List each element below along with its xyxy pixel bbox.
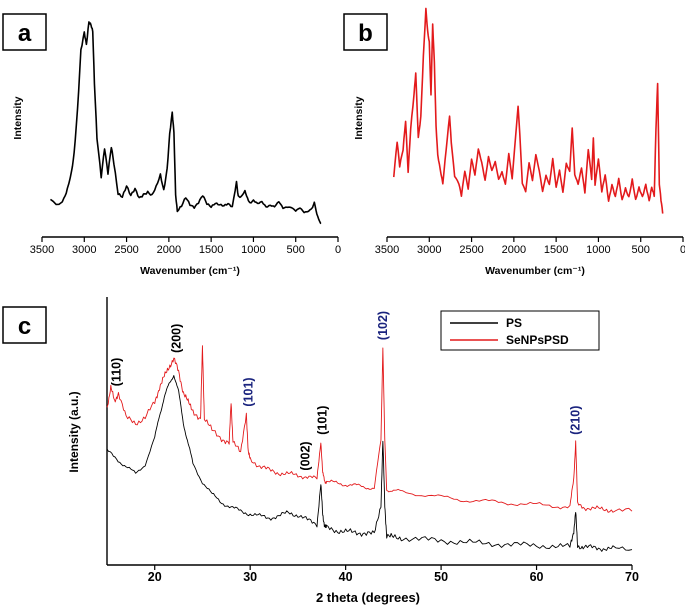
peak-label-6: (210): [569, 406, 583, 435]
panel-a: a Intensity Wavenumber (cm⁻¹) 3500 3000 25…: [2, 13, 341, 277]
panel-b-x-tick-label-0: 3500: [375, 244, 399, 256]
panel-c-series-line-ps: [106, 375, 633, 552]
panel-b-x-tick-label-5: 1000: [586, 244, 610, 256]
panel-c-x-ticks: 20 30 40 50 60 70: [148, 565, 639, 584]
panel-c-x-tick-label-4: 60: [530, 570, 544, 584]
panel-c-letter: c: [18, 313, 31, 340]
peak-label-4: (101): [316, 406, 330, 435]
panel-a-label-box: [2, 13, 47, 51]
panel-c-x-tick-label-1: 30: [243, 570, 257, 584]
legend: PS SeNPsPSD: [440, 310, 600, 351]
panel-a-series-line-spectrum: [49, 21, 322, 225]
panel-b-xlabel: Wavenumber (cm⁻¹): [485, 265, 585, 277]
panel-a-x-tick-label-3: 2000: [157, 244, 181, 256]
peak-label-5: (102): [376, 311, 390, 340]
legend-label-senpspsd: SeNPsPSD: [506, 333, 569, 347]
peak-label-0: (110): [110, 358, 124, 387]
panel-c-label-box: [2, 306, 47, 344]
panel-a-xlabel: Wavenumber (cm⁻¹): [140, 265, 240, 277]
panel-a-series-group: [49, 21, 322, 225]
panel-b: b Intensity Wavenumber (cm⁻¹) 3500 3000 25…: [343, 7, 685, 277]
panel-a-x-tick-label-1: 3000: [72, 244, 96, 256]
peak-label-2: (101): [241, 377, 255, 406]
panel-a-x-tick-label-4: 1500: [199, 244, 223, 256]
panel-b-x-tick-label-7: 0: [680, 244, 685, 256]
panel-b-label-box: [343, 13, 388, 51]
panel-a-x-tick-label-6: 500: [287, 244, 305, 256]
panel-c-series-group: [106, 345, 633, 552]
panel-b-x-ticks: 3500 3000 2500 2000 1500 1000 500 0: [375, 237, 685, 256]
panel-b-series-group: [392, 7, 664, 214]
panel-b-ylabel: Intensity: [353, 96, 365, 139]
panel-c-x-tick-label-0: 20: [148, 570, 162, 584]
panel-c-peak-annotations: (110)(200)(101)(002)(101)(102)(210): [110, 311, 583, 471]
panel-b-series-line-spectrum: [392, 7, 664, 214]
panel-b-letter: b: [358, 20, 373, 47]
panel-a-x-ticks: 3500 3000 2500 2000 1500 1000 500 0: [30, 237, 341, 256]
peak-label-3: (002): [299, 441, 313, 470]
legend-box: [440, 310, 600, 351]
panel-b-x-tick-label-4: 1500: [544, 244, 568, 256]
panel-a-x-tick-label-2: 2500: [114, 244, 138, 256]
panel-a-x-tick-label-7: 0: [335, 244, 341, 256]
panel-c-series-line-senpspsd: [106, 345, 633, 513]
panel-c-x-tick-label-5: 70: [625, 570, 639, 584]
panel-a-letter: a: [18, 20, 32, 47]
panel-a-x-tick-label-5: 1000: [241, 244, 265, 256]
panel-c-x-tick-label-3: 50: [434, 570, 448, 584]
panel-c: c Intensity (a.u.) 2 theta (degrees) 20 3…: [2, 297, 639, 605]
panel-c-xlabel: 2 theta (degrees): [316, 590, 420, 605]
panel-b-x-tick-label-2: 2500: [459, 244, 483, 256]
panel-b-x-tick-label-3: 2000: [502, 244, 526, 256]
peak-label-1: (200): [170, 324, 184, 353]
panel-a-x-tick-label-0: 3500: [30, 244, 54, 256]
panel-c-x-tick-label-2: 40: [339, 570, 353, 584]
panel-b-x-tick-label-6: 500: [632, 244, 650, 256]
panel-b-x-tick-label-1: 3000: [417, 244, 441, 256]
legend-label-ps: PS: [506, 316, 522, 330]
panel-c-ylabel: Intensity (a.u.): [67, 391, 81, 472]
panel-a-ylabel: Intensity: [12, 96, 24, 139]
